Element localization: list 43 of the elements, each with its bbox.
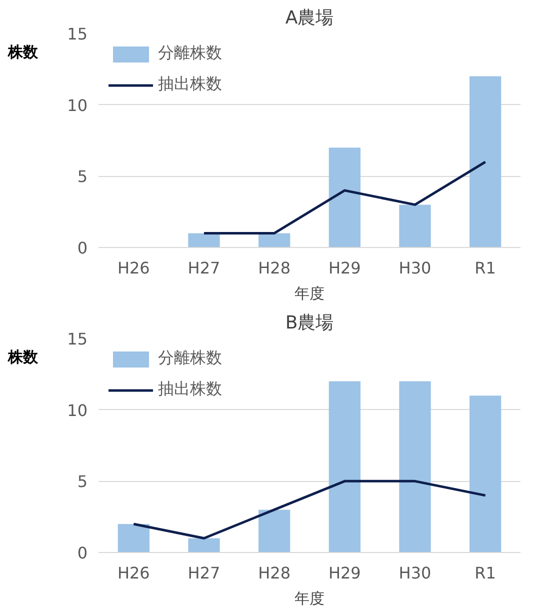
bar: [399, 204, 431, 248]
x-tick-label: H27: [188, 564, 220, 582]
legend-label: 分離株数: [158, 348, 222, 369]
x-tick-label: R1: [474, 564, 496, 582]
y-tick-label: 15: [67, 330, 88, 348]
legend-label: 分離株数: [158, 43, 222, 64]
bar: [258, 233, 290, 248]
y-tick-label: 10: [67, 400, 88, 420]
x-tick-label: H29: [328, 564, 361, 582]
x-tick-label: H27: [188, 258, 220, 278]
y-tick-label: 5: [77, 167, 88, 186]
x-tick-label: H28: [258, 258, 291, 278]
bar: [328, 381, 360, 552]
legend-label: 抽出株数: [158, 74, 222, 95]
y-tick-label: 0: [77, 544, 88, 562]
x-tick-label: H28: [258, 564, 291, 582]
legend-label: 抽出株数: [158, 379, 222, 400]
y-tick-label: 0: [77, 238, 88, 258]
chart-title: B農場: [285, 312, 334, 334]
bar: [188, 538, 220, 552]
bar: [258, 510, 290, 552]
x-tick-label: H26: [117, 258, 150, 278]
y-axis-title: 株数: [8, 42, 38, 63]
bar: [470, 76, 502, 248]
x-axis-title: 年度: [294, 590, 324, 608]
y-axis-title: 株数: [8, 347, 38, 368]
y-tick-label: 10: [67, 96, 88, 115]
y-tick-label: 15: [67, 24, 88, 44]
bar: [328, 148, 360, 248]
bar: [188, 233, 220, 248]
chart-title: A農場: [285, 8, 334, 28]
x-tick-label: H30: [398, 564, 432, 582]
x-tick-label: H29: [328, 258, 361, 278]
line-series: [202, 160, 487, 234]
line-series: [132, 480, 487, 540]
bar: [118, 524, 150, 552]
y-tick-label: 5: [77, 472, 88, 492]
x-tick-label: H30: [398, 258, 432, 278]
x-axis-title: 年度: [294, 284, 324, 302]
bar: [399, 381, 431, 552]
x-tick-label: R1: [474, 258, 496, 278]
bar: [470, 396, 502, 552]
x-tick-label: H26: [117, 564, 150, 582]
